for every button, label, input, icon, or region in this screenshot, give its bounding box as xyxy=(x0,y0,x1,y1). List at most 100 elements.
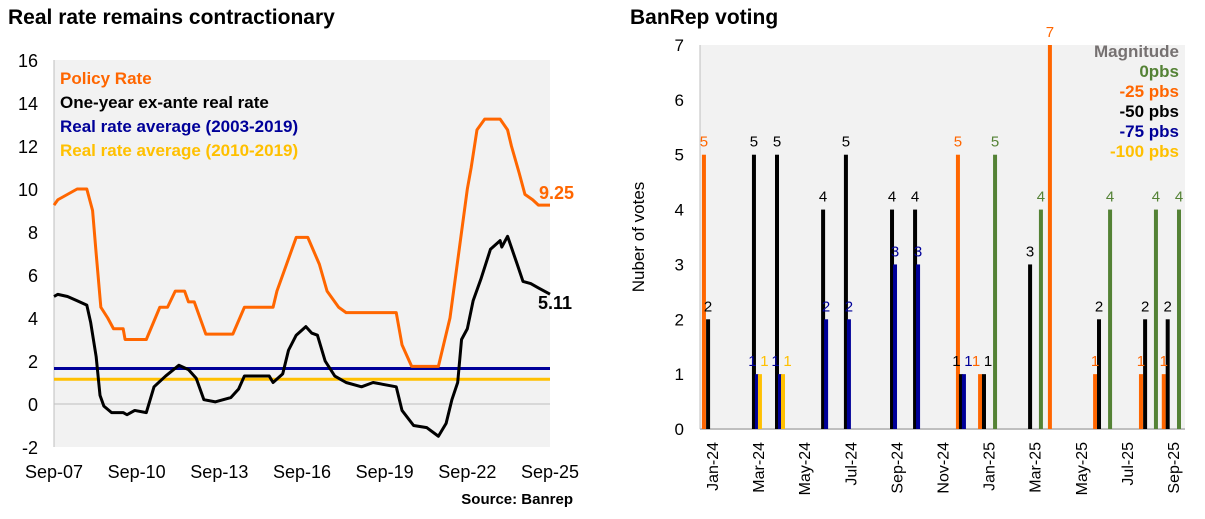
x-tick-label: May-25 xyxy=(1074,442,1091,495)
vote-bar xyxy=(1047,45,1052,429)
vote-bar xyxy=(754,374,759,429)
vote-bar xyxy=(1038,209,1043,429)
vote-bar xyxy=(780,374,785,429)
y-tick-label: 1 xyxy=(675,365,684,384)
bar-value-label: 1 xyxy=(984,353,992,370)
vote-bar xyxy=(961,374,966,429)
y-tick-label: 14 xyxy=(18,94,38,114)
bar-value-label: 2 xyxy=(1141,298,1149,315)
legend-title: Magnitude xyxy=(1094,42,1179,61)
vote-bar xyxy=(1153,209,1158,429)
x-tick-label: Sep-25 xyxy=(521,462,579,482)
policy-rate-line xyxy=(52,117,550,368)
bar-value-label: 1 xyxy=(760,353,768,370)
bar-value-label: 1 xyxy=(972,353,980,370)
vote-bar xyxy=(824,319,829,429)
vote-bar xyxy=(958,374,963,429)
legend-entry: One-year ex-ante real rate xyxy=(60,93,269,112)
vote-bar xyxy=(1097,319,1102,429)
vote-bar xyxy=(893,264,898,429)
vote-bar xyxy=(1176,209,1181,429)
legend-entry: -50 pbs xyxy=(1119,102,1179,121)
vote-bar xyxy=(775,154,780,429)
x-tick-label: Sep-16 xyxy=(273,462,331,482)
bar-value-label: 2 xyxy=(1095,298,1103,315)
vote-bar xyxy=(846,319,851,429)
y-tick-label: 4 xyxy=(675,201,684,220)
legend-entry: -25 pbs xyxy=(1119,82,1179,101)
legend-entry: Real rate average (2010-2019) xyxy=(60,141,298,160)
legend-entry: -75 pbs xyxy=(1119,122,1179,141)
legend-entry: 0pbs xyxy=(1139,62,1179,81)
x-tick-label: Sep-10 xyxy=(108,462,166,482)
y-tick-label: 0 xyxy=(28,395,38,415)
bar-value-label: 4 xyxy=(819,189,827,206)
y-tick-label: 12 xyxy=(18,137,38,157)
bar-value-label: 4 xyxy=(1152,189,1160,206)
x-tick-label: Nov-24 xyxy=(936,442,953,494)
bar-value-label: 1 xyxy=(771,353,779,370)
x-tick-label: Jan-24 xyxy=(705,442,722,491)
x-tick-label: Jan-25 xyxy=(982,442,999,491)
y-tick-label: 2 xyxy=(28,352,38,372)
x-tick-label: Sep-07 xyxy=(25,462,83,482)
bar-value-label: 2 xyxy=(704,298,712,315)
bar-value-label: 5 xyxy=(700,134,708,151)
bar-value-label: 5 xyxy=(842,134,850,151)
y-tick-label: 10 xyxy=(18,180,38,200)
y-tick-label: 2 xyxy=(675,310,684,329)
bar-value-label: 3 xyxy=(891,243,899,260)
vote-bar xyxy=(1143,319,1148,429)
vote-bar xyxy=(1165,319,1170,429)
vote-bar xyxy=(981,374,986,429)
vote-bar xyxy=(1161,374,1166,429)
vote-bar xyxy=(706,319,711,429)
y-tick-label: 4 xyxy=(28,309,38,329)
bar-value-label: 1 xyxy=(1091,353,1099,370)
legend-entry: Policy Rate xyxy=(60,69,152,88)
x-tick-label: Jul-25 xyxy=(1120,442,1137,486)
x-tick-label: Sep-19 xyxy=(356,462,414,482)
x-tick-label: Mar-24 xyxy=(751,442,768,493)
vote-bar xyxy=(1108,209,1113,429)
vote-bar xyxy=(913,209,918,429)
vote-bar xyxy=(916,264,921,429)
bar-value-label: 4 xyxy=(1037,189,1045,206)
vote-bar xyxy=(1028,264,1033,429)
vote-bar xyxy=(777,374,782,429)
real-rate-end-label: 5.11 xyxy=(538,293,572,313)
vote-bar xyxy=(843,154,848,429)
y-tick-label: 0 xyxy=(675,420,684,439)
vote-bar xyxy=(890,209,895,429)
y-tick-label: 16 xyxy=(18,51,38,71)
bar-value-label: 1 xyxy=(1137,353,1145,370)
x-tick-label: Sep-22 xyxy=(438,462,496,482)
bar-value-label: 3 xyxy=(1026,243,1034,260)
bar-value-label: 4 xyxy=(888,189,896,206)
bar-value-label: 4 xyxy=(1175,189,1183,206)
y-tick-label: -2 xyxy=(22,438,38,458)
vote-bar xyxy=(821,209,826,429)
vote-bar xyxy=(757,374,762,429)
bar-value-label: 2 xyxy=(822,298,830,315)
y-tick-label: 3 xyxy=(675,255,684,274)
real-rate-chart: -2 0 2 4 6 8 10 12 14 16 Sep-07 Sep-10 Sep-13 Sep-16 S… xyxy=(18,51,579,508)
bar-value-label: 2 xyxy=(1164,298,1172,315)
bar-value-label: 1 xyxy=(783,353,791,370)
x-tick-label: Mar-25 xyxy=(1028,442,1045,493)
bar-value-label: 1 xyxy=(964,353,972,370)
source-note: Source: Banrep xyxy=(461,491,573,508)
x-tick-label: Sep-13 xyxy=(190,462,248,482)
y-tick-label: 5 xyxy=(675,146,684,165)
bar-value-label: 5 xyxy=(750,134,758,151)
plot-area xyxy=(54,60,550,447)
bar-value-label: 4 xyxy=(1106,189,1114,206)
bar-value-label: 1 xyxy=(748,353,756,370)
bar-value-label: 7 xyxy=(1046,24,1054,41)
bar-value-label: 5 xyxy=(991,134,999,151)
vote-bar xyxy=(978,374,983,429)
vote-bar xyxy=(1138,374,1143,429)
bar-value-label: 3 xyxy=(914,243,922,260)
vote-bar xyxy=(701,154,706,429)
x-tick-label: May-24 xyxy=(797,442,814,495)
